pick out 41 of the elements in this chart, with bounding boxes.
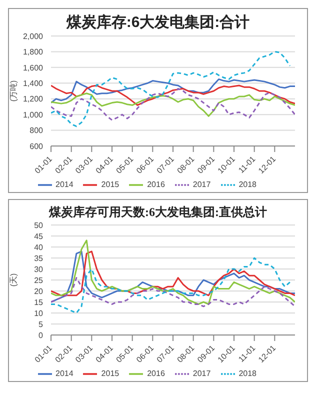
y-tick-label: 15 — [34, 298, 44, 307]
legend-label: 2015 — [101, 369, 120, 378]
y-tick-label: 25 — [34, 276, 44, 285]
legend-label: 2018 — [238, 180, 256, 190]
legend-label: 2015 — [101, 180, 120, 190]
y-tick-label: 20 — [34, 286, 44, 296]
legend-label: 2016 — [147, 180, 165, 190]
legend-label: 2017 — [192, 369, 211, 378]
y-axis-title: (天) — [8, 273, 18, 287]
y-tick-label: 1,200 — [22, 94, 44, 104]
legend-label: 2014 — [56, 369, 74, 378]
line-series — [51, 50, 291, 128]
y-tick-label: 1,800 — [22, 48, 44, 57]
legend-label: 2014 — [56, 180, 74, 190]
chart-title: 煤炭库存:6大发电集团:合计 — [65, 13, 251, 32]
y-tick-label: 40 — [34, 242, 44, 252]
chart-title: 煤炭库存可用天数:6大发电集团:直供总计 — [48, 204, 268, 221]
y-tick-label: 2,000 — [22, 32, 44, 41]
y-tick-label: 800 — [30, 126, 44, 136]
y-tick-label: 30 — [34, 264, 44, 274]
y-tick-label: 600 — [30, 142, 44, 151]
legend-label: 2018 — [238, 369, 256, 378]
legend-label: 2016 — [147, 369, 165, 378]
y-tick-label: 10 — [34, 308, 44, 318]
line-series — [51, 84, 295, 106]
y-tick-label: 35 — [34, 254, 44, 263]
y-axis-title: (万吨) — [8, 80, 18, 102]
y-tick-label: 1,000 — [22, 110, 44, 120]
y-tick-label: 5 — [38, 320, 44, 329]
y-tick-label: 0 — [38, 330, 44, 340]
line-series — [51, 92, 295, 117]
legend-label: 2017 — [192, 180, 211, 190]
line-series — [51, 277, 295, 308]
line-series — [51, 257, 291, 314]
y-tick-label: 50 — [34, 220, 44, 230]
line-series — [51, 88, 295, 121]
y-tick-label: 1,400 — [22, 78, 44, 88]
line-series — [51, 240, 295, 305]
y-tick-label: 1,600 — [22, 63, 44, 72]
y-tick-label: 45 — [34, 232, 44, 241]
line-series — [51, 78, 295, 104]
